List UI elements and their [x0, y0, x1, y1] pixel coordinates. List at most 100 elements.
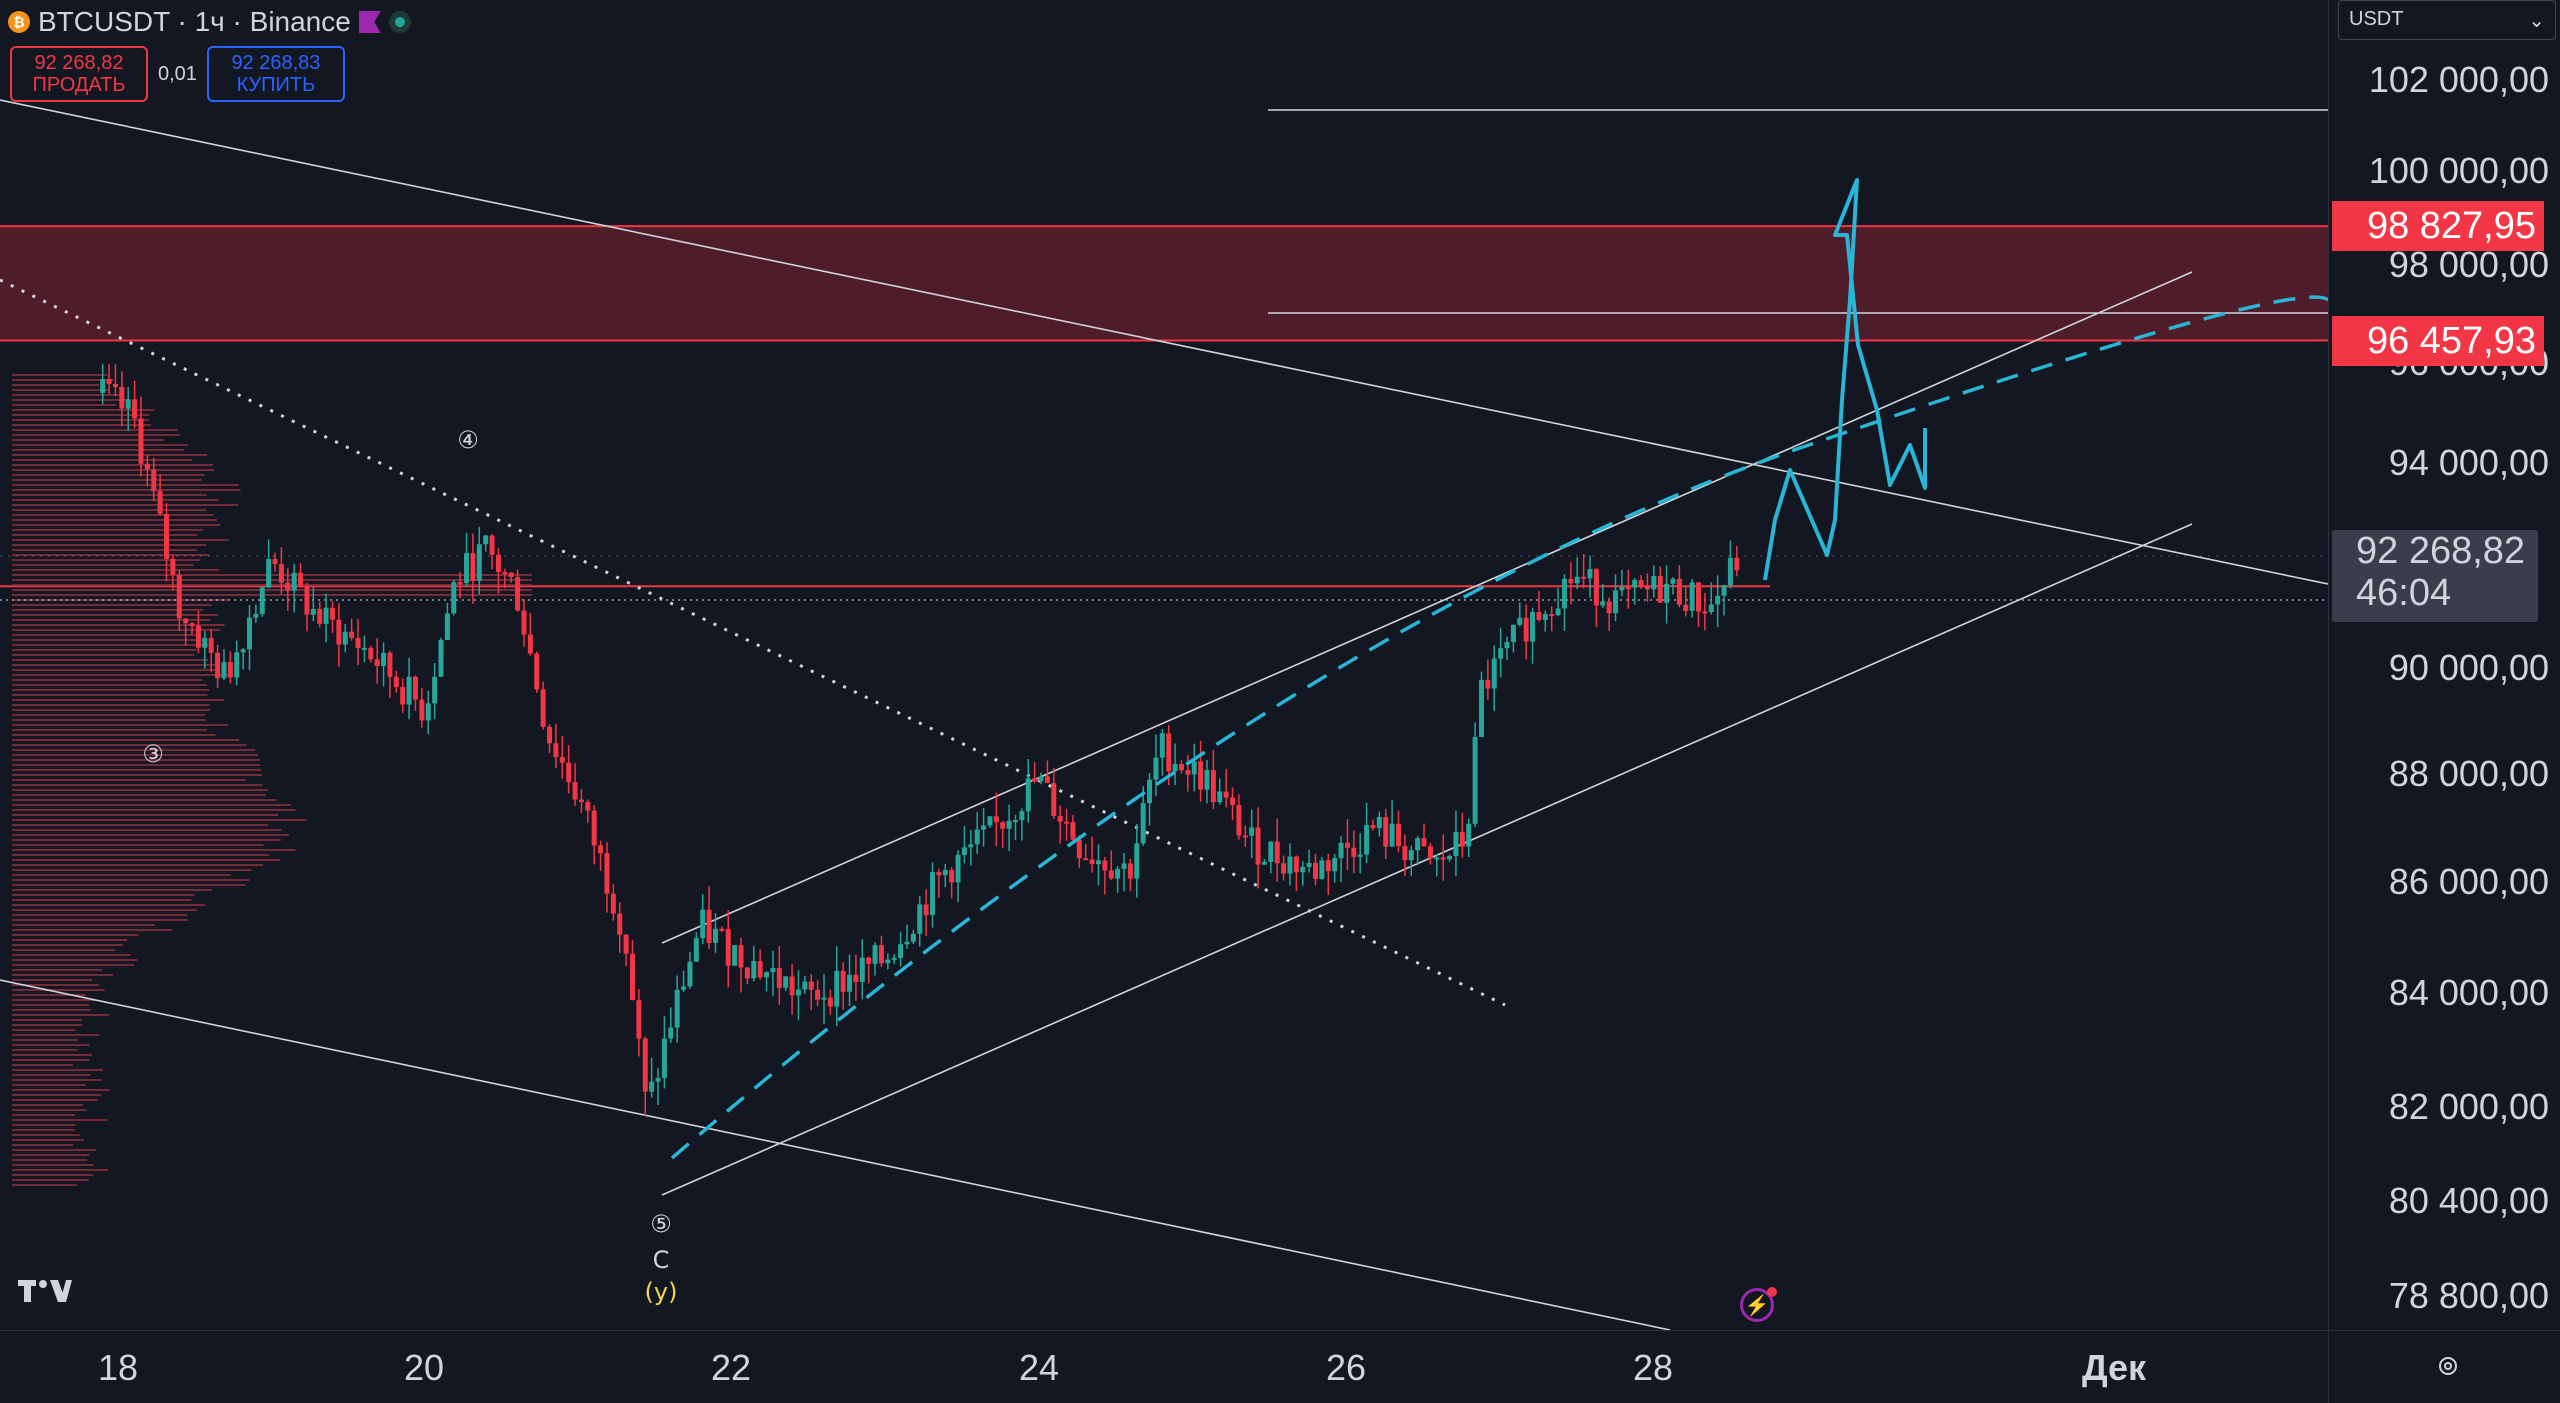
- candle-body: [234, 652, 240, 678]
- candle-body: [381, 652, 387, 666]
- candle-body: [266, 558, 272, 588]
- current-price-value: 92 268,82: [2356, 530, 2526, 572]
- candle-body: [1600, 601, 1606, 606]
- candle-body: [1395, 823, 1401, 847]
- tradingview-logo-icon[interactable]: [16, 1276, 72, 1306]
- candle-body: [1306, 862, 1312, 867]
- candle-body: [1268, 841, 1274, 863]
- candle-body: [1274, 841, 1280, 864]
- candle-body: [1453, 831, 1459, 857]
- candle-body: [1332, 858, 1338, 872]
- candle-body: [457, 582, 463, 585]
- candle-body: [1134, 843, 1140, 879]
- candle-body: [617, 913, 623, 935]
- flash-icon[interactable]: ⚡: [1740, 1287, 1777, 1322]
- candle-body: [387, 652, 393, 677]
- spread-value: 0,01: [158, 62, 197, 85]
- candle-body: [553, 743, 559, 758]
- candle-body: [406, 676, 412, 705]
- sell-button[interactable]: 92 268,82 ПРОДАТЬ: [10, 46, 148, 102]
- settings-icon[interactable]: [2436, 1354, 2460, 1378]
- candle-body: [1293, 856, 1299, 873]
- candle-body: [993, 816, 999, 823]
- candle-body: [1478, 679, 1484, 737]
- candle-body: [783, 976, 789, 988]
- buy-button[interactable]: 92 268,83 КУПИТЬ: [206, 46, 345, 102]
- price-label: 102 000,00: [2368, 59, 2549, 100]
- candle-body: [1364, 824, 1370, 855]
- candle-body: [961, 847, 967, 855]
- candle-body: [949, 870, 955, 883]
- candle-body: [1485, 679, 1491, 689]
- candle-body: [1095, 860, 1101, 865]
- candle-body: [661, 1038, 667, 1078]
- candle-body: [1734, 557, 1740, 571]
- candle-body: [725, 928, 731, 966]
- candle-body: [936, 872, 942, 876]
- price-label: 78 800,00: [2388, 1275, 2549, 1316]
- candle-body: [1708, 604, 1714, 612]
- candle-body: [878, 945, 884, 964]
- candle-body: [1459, 831, 1465, 847]
- resistance-zone: [0, 226, 2328, 341]
- candle-body: [1121, 863, 1127, 869]
- chart-canvas[interactable]: ④ ③ ⑤ C (y): [0, 0, 2328, 1330]
- candle-body: [183, 618, 189, 624]
- candle-body: [1242, 835, 1248, 838]
- candle-body: [1491, 658, 1497, 689]
- candle-body: [374, 659, 380, 666]
- candle-body: [451, 582, 457, 614]
- dotted-trendline: [0, 278, 1506, 1007]
- symbol-bar[interactable]: ₿ BTCUSDT · 1ч · Binance: [8, 2, 411, 42]
- candle-body: [1510, 624, 1516, 642]
- candle-body: [400, 687, 406, 705]
- currency-select[interactable]: USDT ⌄: [2338, 0, 2556, 40]
- candle-body: [259, 587, 265, 614]
- candle-body: [1715, 595, 1721, 605]
- candle-body: [1561, 578, 1567, 609]
- descending-channel-top: [0, 99, 2328, 585]
- candle-body: [827, 997, 833, 1007]
- candle-body: [1351, 847, 1357, 857]
- candle-body: [508, 572, 514, 578]
- candle-body: [1376, 817, 1382, 829]
- candle-body: [419, 699, 425, 721]
- candle-body: [917, 904, 923, 934]
- candle-body: [1664, 583, 1670, 603]
- price-label: 80 400,00: [2388, 1180, 2549, 1221]
- candle-body: [1383, 817, 1389, 847]
- candle-body: [368, 647, 374, 660]
- candle-body: [291, 572, 297, 591]
- candle-body: [1236, 804, 1242, 836]
- symbol-title[interactable]: BTCUSDT · 1ч · Binance: [38, 6, 351, 37]
- candle-body: [1108, 870, 1114, 879]
- candle-body: [910, 933, 916, 942]
- candle-body: [942, 870, 948, 876]
- candle-body: [1427, 846, 1433, 859]
- candle-body: [610, 893, 616, 914]
- candle-body: [1210, 769, 1216, 803]
- price-label: 90 000,00: [2388, 647, 2549, 688]
- candle-body: [712, 928, 718, 943]
- candle-body: [1613, 590, 1619, 614]
- candle-body: [329, 607, 335, 620]
- candle-body: [144, 463, 150, 470]
- candle-body: [649, 1081, 655, 1092]
- flag-icon[interactable]: [358, 11, 381, 33]
- candle-body: [227, 662, 233, 678]
- candle-body: [1019, 811, 1025, 821]
- candle-body: [1166, 733, 1172, 772]
- zone-top-badge: 98 827,95: [2332, 201, 2544, 252]
- candle-body: [246, 617, 252, 650]
- candle-countdown: 46:04: [2356, 572, 2452, 614]
- candle-body: [1408, 850, 1414, 861]
- candle-body: [1313, 862, 1319, 879]
- time-axis[interactable]: 18 20 22 24 26 28 Дек: [0, 1330, 2328, 1403]
- projection-path: [1763, 178, 1927, 581]
- candle-body: [1466, 823, 1472, 847]
- candle-body: [604, 853, 610, 894]
- candle-body: [336, 619, 342, 645]
- time-label: 20: [403, 1347, 445, 1388]
